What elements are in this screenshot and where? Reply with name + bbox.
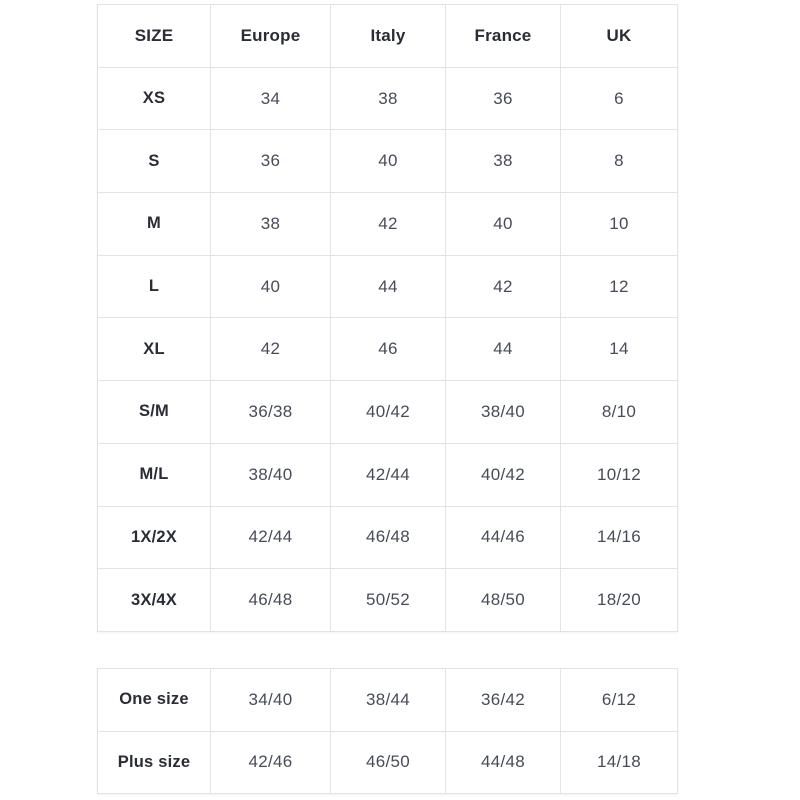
table-cell: 38/40 [210, 442, 331, 507]
table-cell: 38 [210, 192, 331, 256]
table-cell: 10 [560, 192, 678, 256]
table-row-3x-4x: 3X/4X 46/48 50/52 48/50 18/20 [97, 568, 678, 632]
column-header-france: France [445, 4, 561, 68]
size-label: XS [97, 66, 211, 131]
table-row-m-l: M/L 38/40 42/44 40/42 10/12 [97, 442, 678, 507]
table-cell: 42 [210, 317, 331, 382]
table-row-m: M 38 42 40 10 [97, 192, 678, 256]
table-cell: 38 [330, 66, 446, 131]
table-cell: 46/48 [330, 505, 446, 570]
table-cell: 36/38 [210, 380, 331, 444]
table-row-1x-2x: 1X/2X 42/44 46/48 44/46 14/16 [97, 505, 678, 570]
table-cell: 10/12 [560, 442, 678, 507]
size-label: Plus size [97, 730, 211, 795]
table-cell: 18/20 [560, 568, 678, 632]
table-row-xl: XL 42 46 44 14 [97, 317, 678, 382]
table-cell: 44 [445, 317, 561, 382]
table-row-xs: XS 34 38 36 6 [97, 66, 678, 131]
table-cell: 42/46 [210, 730, 331, 795]
table-cell: 8/10 [560, 380, 678, 444]
table-cell: 14/18 [560, 730, 678, 795]
table-cell: 36 [210, 129, 331, 194]
table-cell: 46 [330, 317, 446, 382]
size-label: 3X/4X [97, 568, 211, 632]
table-row-plus-size: Plus size 42/46 46/50 44/48 14/18 [97, 730, 678, 795]
table-cell: 42/44 [330, 442, 446, 507]
table-cell: 48/50 [445, 568, 561, 632]
column-header-italy: Italy [330, 4, 446, 68]
size-label: 1X/2X [97, 505, 211, 570]
column-header-uk: UK [560, 4, 678, 68]
table-cell: 40 [330, 129, 446, 194]
table-cell: 38 [445, 129, 561, 194]
table-cell: 44 [330, 254, 446, 319]
table-cell: 12 [560, 254, 678, 319]
table-cell: 6/12 [560, 667, 678, 732]
size-label: S/M [97, 380, 211, 444]
table-row-one-size: One size 34/40 38/44 36/42 6/12 [97, 667, 678, 732]
header-row: SIZE Europe Italy France UK [97, 4, 678, 68]
table-cell: 40/42 [330, 380, 446, 444]
table-cell: 40 [210, 254, 331, 319]
table-cell: 42 [330, 192, 446, 256]
size-conversion-area: SIZE Europe Italy France UK XS 34 38 36 … [97, 4, 678, 795]
table-cell: 42/44 [210, 505, 331, 570]
table-row-l: L 40 44 42 12 [97, 254, 678, 319]
size-label: One size [97, 667, 211, 732]
table-cell: 42 [445, 254, 561, 319]
table-cell: 44/48 [445, 730, 561, 795]
size-label: XL [97, 317, 211, 382]
column-header-europe: Europe [210, 4, 331, 68]
size-label: M/L [97, 442, 211, 507]
table-cell: 46/50 [330, 730, 446, 795]
table-cell: 38/40 [445, 380, 561, 444]
table-cell: 6 [560, 66, 678, 131]
size-label: M [97, 192, 211, 256]
table-cell: 34/40 [210, 667, 331, 732]
size-label: S [97, 129, 211, 194]
table-cell: 40 [445, 192, 561, 256]
size-conversion-table: SIZE Europe Italy France UK XS 34 38 36 … [97, 4, 678, 632]
size-label: L [97, 254, 211, 319]
table-cell: 14 [560, 317, 678, 382]
table-cell: 34 [210, 66, 331, 131]
special-sizes-table: One size 34/40 38/44 36/42 6/12 Plus siz… [97, 667, 678, 795]
table-row-s: S 36 40 38 8 [97, 129, 678, 194]
table-cell: 36 [445, 66, 561, 131]
table-cell: 14/16 [560, 505, 678, 570]
table-cell: 44/46 [445, 505, 561, 570]
table-cell: 50/52 [330, 568, 446, 632]
table-row-s-m: S/M 36/38 40/42 38/40 8/10 [97, 380, 678, 444]
table-cell: 46/48 [210, 568, 331, 632]
table-cell: 40/42 [445, 442, 561, 507]
column-header-size: SIZE [97, 4, 211, 68]
table-cell: 36/42 [445, 667, 561, 732]
table-cell: 8 [560, 129, 678, 194]
table-cell: 38/44 [330, 667, 446, 732]
